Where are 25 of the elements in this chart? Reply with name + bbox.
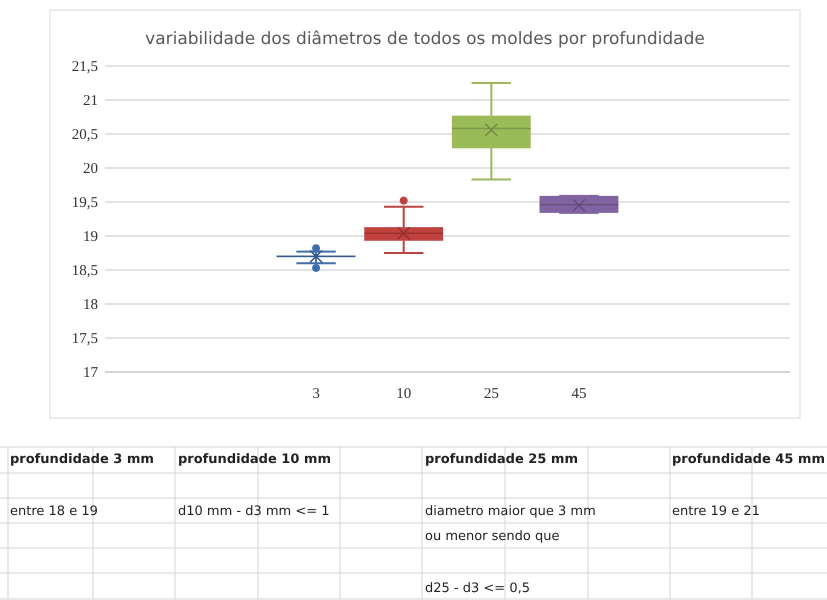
text: profundidade 3 mm bbox=[10, 452, 154, 467]
y-tick-label: 20 bbox=[83, 161, 98, 177]
text: d10 mm - d3 mm <= 1 bbox=[178, 504, 330, 519]
x-tick-label: 25 bbox=[484, 386, 499, 402]
x-tick-label: 45 bbox=[571, 386, 586, 402]
text: diametro maior que 3 mm bbox=[425, 504, 596, 519]
text: profundidade 45 mm bbox=[672, 452, 826, 467]
text: entre 19 e 21 bbox=[672, 504, 760, 519]
x-tick-label: 10 bbox=[396, 386, 412, 402]
text: profundidade 10 mm bbox=[178, 452, 332, 467]
y-tick-label: 17 bbox=[83, 365, 98, 381]
text: d25 - d3 <= 0,5 bbox=[425, 581, 530, 596]
x-tick-label: 3 bbox=[312, 386, 320, 402]
y-tick-label: 19 bbox=[83, 229, 98, 245]
y-tick-label: 18 bbox=[83, 297, 98, 313]
y-tick-label: 17,5 bbox=[72, 331, 98, 347]
chart-title: variabilidade dos diâmetros de todos os moldes por profundidade bbox=[145, 29, 705, 49]
y-tick-label: 19,5 bbox=[72, 195, 98, 211]
text: ou menor sendo que bbox=[425, 529, 560, 544]
y-tick-label: 21 bbox=[83, 93, 98, 109]
text: entre 18 e 19 bbox=[10, 504, 98, 519]
y-tick-label: 20,5 bbox=[72, 127, 98, 143]
y-tick-label: 18,5 bbox=[72, 263, 98, 279]
text: profundidade 25 mm bbox=[425, 452, 578, 467]
y-tick-label: 21,5 bbox=[72, 59, 98, 75]
